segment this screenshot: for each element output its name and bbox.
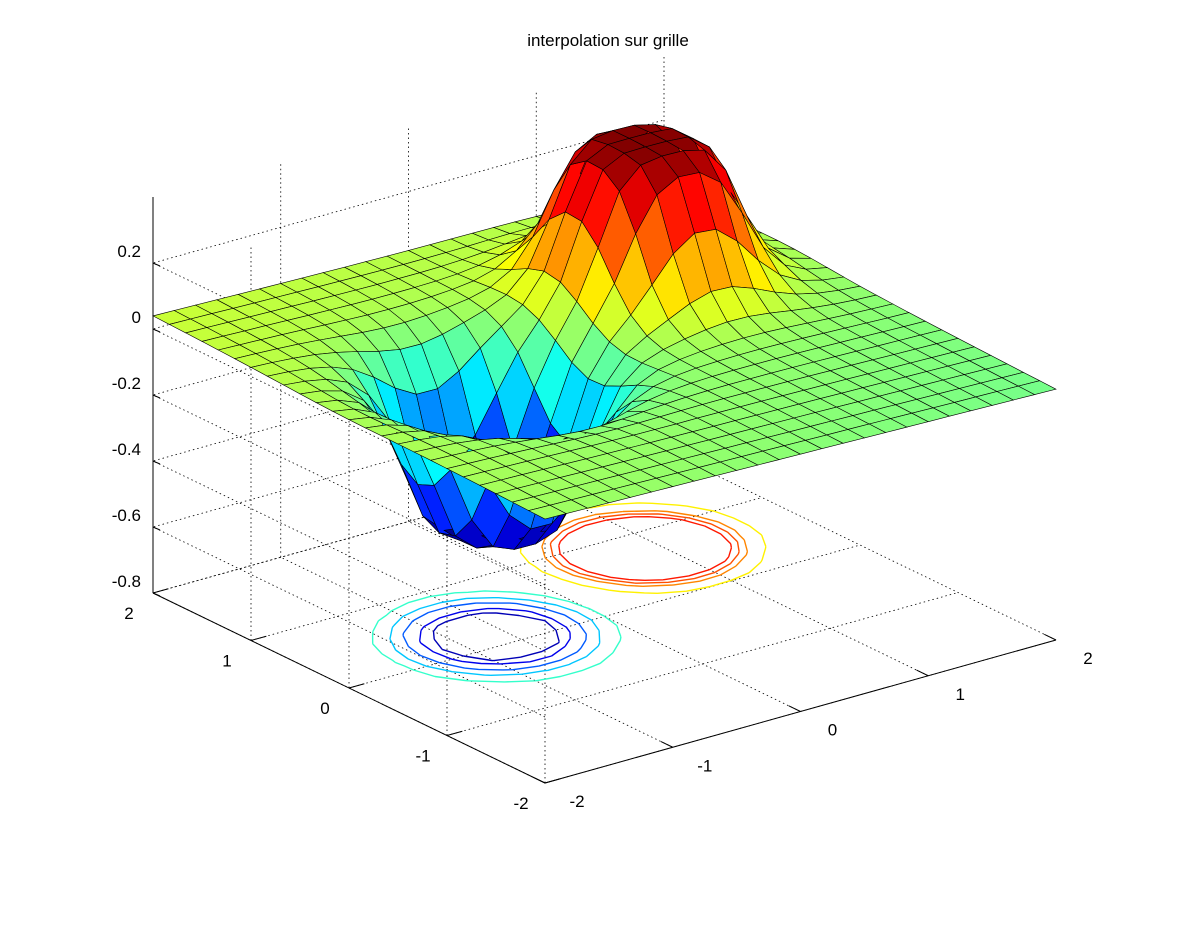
x-tick-label: 1 [956, 685, 965, 704]
y-tick-label: 1 [222, 652, 231, 671]
chart-title: interpolation sur grille [527, 31, 689, 50]
z-tick-label: 0.2 [117, 242, 141, 261]
y-tick-label: -2 [513, 794, 528, 813]
z-tick-label: -0.4 [112, 440, 141, 459]
x-tick-label: 0 [828, 721, 837, 740]
x-tick-label: -1 [697, 756, 712, 775]
x-tick-label: -2 [569, 792, 584, 811]
z-tick-label: -0.6 [112, 506, 141, 525]
y-tick-label: 2 [124, 604, 133, 623]
z-tick-label: -0.8 [112, 572, 141, 591]
y-tick-label: -1 [415, 747, 430, 766]
y-tick-label: 0 [320, 699, 329, 718]
z-tick-label: -0.2 [112, 374, 141, 393]
x-tick-label: 2 [1083, 649, 1092, 668]
z-tick-label: 0 [132, 308, 141, 327]
